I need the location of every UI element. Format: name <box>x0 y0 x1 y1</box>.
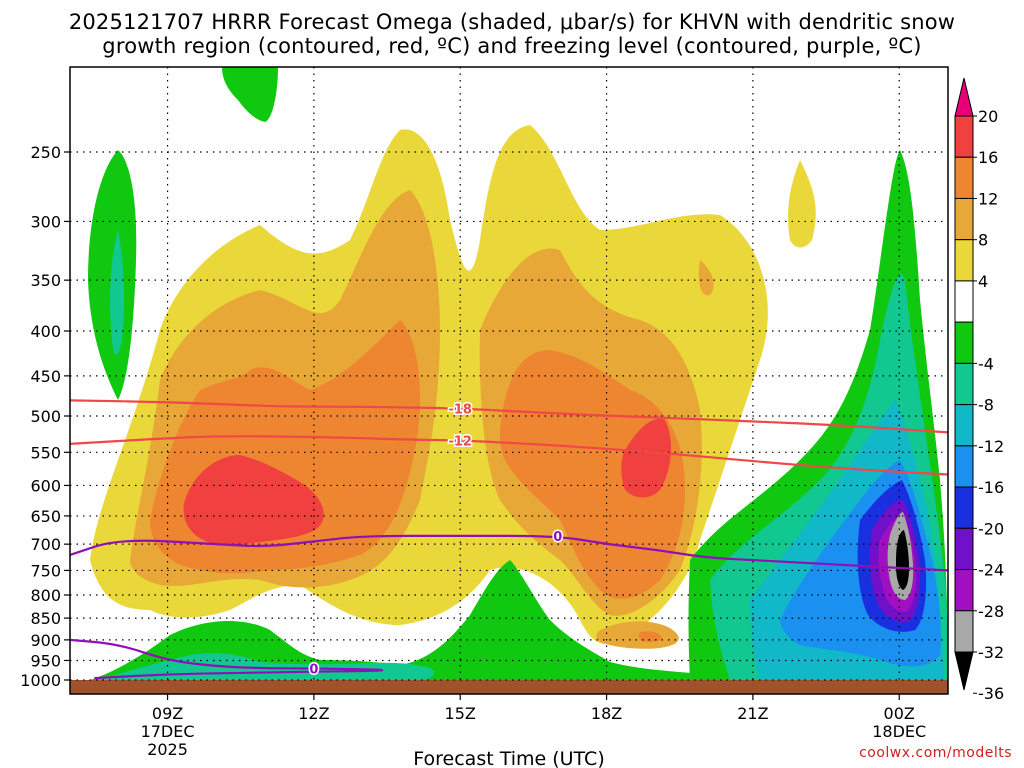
colorbar-band--24--20 <box>954 486 974 529</box>
y-axis: 250 300 350 400 450 500 550 600 650 700 750 800 850 9… <box>20 143 70 690</box>
field-green-low <box>90 560 720 680</box>
colorbar-label--12: -12 <box>978 437 1004 456</box>
colorbar-band--20--16 <box>954 445 974 488</box>
contours: -18 -12 0 0 <box>69 399 949 680</box>
y-tick-label-900: 900 <box>30 631 61 650</box>
x-tick-year-09Z: 2025 <box>147 740 188 759</box>
x-tick-label-12Z: 12Z <box>298 704 329 723</box>
y-tick-label-600: 600 <box>30 476 61 495</box>
colorbar-label-8: 8 <box>978 231 988 250</box>
colorbar-label--28: -28 <box>978 602 1004 621</box>
y-tick-label-950: 950 <box>30 651 61 670</box>
y-tick-label-250: 250 <box>30 143 61 162</box>
colorbar-band--28--24 <box>954 527 974 571</box>
y-tick-label-300: 300 <box>30 212 61 231</box>
omega-shaded-field <box>88 67 948 680</box>
colorbar-band--36-minus <box>954 651 974 691</box>
colorbar-label--20: -20 <box>978 519 1004 538</box>
contour-line--18 <box>69 399 949 434</box>
field-red-left <box>183 455 324 546</box>
plot-frame <box>69 66 949 695</box>
colorbar-band--32--28 <box>954 569 974 612</box>
colorbar-band-16-20 <box>954 115 974 158</box>
y-tick-label-700: 700 <box>30 535 61 554</box>
colorbar-label--32: -32 <box>978 643 1004 662</box>
y-tick-label-400: 400 <box>30 322 61 341</box>
field-red-right <box>621 418 672 498</box>
field-teal-left <box>110 230 125 355</box>
contour-line-0 <box>69 534 949 572</box>
field-gold-small <box>698 260 714 296</box>
x-tick-label-00Z: 00Z <box>884 704 915 723</box>
x-axis-title: Forecast Time (UTC) <box>413 748 604 768</box>
y-tick-label-1000: 1000 <box>20 671 61 690</box>
colorbar-band--36--32 <box>954 610 974 653</box>
colorbar: 20 16 12 8 4 -4 -8 -12 -16 -20 -24 -28 -32 -36 <box>954 77 1004 703</box>
contour-line-0b <box>69 638 384 680</box>
colorbar-label--8: -8 <box>978 396 994 415</box>
y-tick-label-350: 350 <box>30 271 61 290</box>
x-tick-date-00Z: 18DEC <box>872 722 926 741</box>
y-tick-label-550: 550 <box>30 443 61 462</box>
y-tick-label-750: 750 <box>30 561 61 580</box>
source-credit: coolwx.com/modelts <box>859 745 1012 761</box>
chart-title-line-1: 2025121707 HRRR Forecast Omega (shaded, … <box>68 10 956 34</box>
chart-title: 2025121707 HRRR Forecast Omega (shaded, … <box>0 10 1024 58</box>
y-tick-label-850: 850 <box>30 609 61 628</box>
colorbar-label--16: -16 <box>978 478 1004 497</box>
contour-label--12: -12 <box>448 434 472 449</box>
contour-label-0b: 0 <box>309 662 318 677</box>
colorbar-band-20-plus <box>954 77 974 117</box>
x-tick-label-21Z: 21Z <box>737 704 768 723</box>
colorbar-band--8--4 <box>954 321 974 364</box>
contour-label--18: -18 <box>448 402 472 417</box>
ground-strip <box>70 680 948 694</box>
field-yellow-21z <box>788 160 816 248</box>
y-tick-label-500: 500 <box>30 407 61 426</box>
colorbar-band-12-16 <box>954 156 974 199</box>
x-tick-label-18Z: 18Z <box>591 704 622 723</box>
x-tick-date-09Z: 17DEC <box>141 722 195 741</box>
colorbar-band-4-8 <box>954 239 974 282</box>
colorbar-label--36: -36 <box>978 684 1004 703</box>
colorbar-band--16--12 <box>954 404 974 447</box>
x-tick-label-09Z: 09Z <box>152 704 183 723</box>
colorbar-band--12--8 <box>954 362 974 406</box>
contour-label-0: 0 <box>553 530 562 545</box>
colorbar-label-4: 4 <box>978 272 988 291</box>
colorbar-label--4: -4 <box>978 354 994 373</box>
colorbar-label-12: 12 <box>978 189 998 208</box>
field-gold-low <box>596 621 679 649</box>
y-tick-label-800: 800 <box>30 586 61 605</box>
colorbar-label--24: -24 <box>978 561 1004 580</box>
colorbar-label-20: 20 <box>978 107 998 126</box>
colorbar-band-8-12 <box>954 197 974 241</box>
grid <box>70 67 948 681</box>
y-tick-label-450: 450 <box>30 367 61 386</box>
colorbar-label-16: 16 <box>978 148 998 167</box>
contour-line--12 <box>69 435 949 476</box>
x-tick-label-15Z: 15Z <box>445 704 476 723</box>
y-tick-label-650: 650 <box>30 507 61 526</box>
field-green-top <box>222 67 278 122</box>
chart-title-line-2: growth region (contoured, red, ºC) and f… <box>102 34 922 58</box>
colorbar-band--4-4 <box>954 280 974 323</box>
